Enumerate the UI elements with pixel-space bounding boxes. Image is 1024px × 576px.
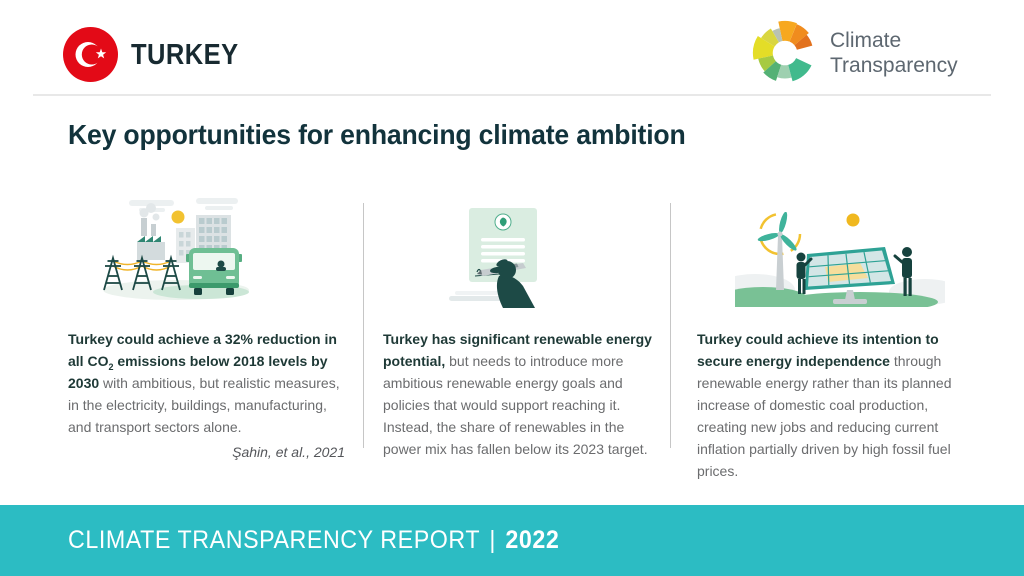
- column-text: Turkey could achieve a 32% reduction in …: [68, 328, 345, 463]
- column-renewable-potential: Turkey has significant renewable energy …: [383, 198, 660, 460]
- header-divider: [33, 94, 991, 96]
- leaf-icon: [499, 217, 507, 227]
- country-title: TURKEY: [131, 39, 239, 71]
- body-text: with ambitious, but realistic measures, …: [68, 375, 340, 435]
- brand-name-line2: Transparency: [830, 54, 958, 77]
- clouds: [129, 198, 238, 212]
- lead-text: Turkey could achieve a 32% reduction in …: [68, 331, 337, 369]
- illustration-zone: [68, 198, 345, 320]
- worker-right: [893, 247, 912, 296]
- column-text: Turkey could achieve its intention to se…: [697, 328, 975, 482]
- illustration-zone: [383, 198, 660, 320]
- document-lines: [481, 238, 525, 263]
- body-text: through renewable energy rather than its…: [697, 353, 952, 479]
- footer-bar: CLIMATE TRANSPARENCY REPORT | 2022: [0, 505, 1024, 576]
- transmission-towers: [103, 254, 181, 291]
- footer-report-title: CLIMATE TRANSPARENCY REPORT: [68, 526, 481, 554]
- green-bus: [186, 248, 242, 295]
- climate-policy-signing-illustration: [449, 208, 537, 308]
- brand-name: Climate Transparency: [830, 28, 958, 78]
- wind-turbine: [757, 212, 802, 290]
- climate-transparency-logo: Climate Transparency: [752, 20, 958, 86]
- lead-text: emissions below 2018 levels by 2030: [68, 353, 328, 391]
- sun-icon: [846, 213, 860, 227]
- solar-panel: [805, 247, 895, 304]
- body-text: but needs to introduce more ambitious re…: [383, 353, 648, 457]
- illustration-zone: [697, 198, 975, 320]
- lead-text: Turkey could achieve its intention to se…: [697, 331, 939, 369]
- page-title: Key opportunities for enhancing climate …: [68, 119, 686, 150]
- column-energy-independence: Turkey could achieve its intention to se…: [697, 198, 975, 482]
- brand-name-line1: Climate: [830, 29, 902, 52]
- sun-icon: [171, 210, 185, 224]
- footer-year: 2022: [505, 526, 560, 554]
- power-industry-transport-illustration: [103, 198, 249, 300]
- climate-transparency-logo-icon: [752, 20, 813, 82]
- factory: [137, 203, 165, 260]
- footer-separator: |: [489, 526, 497, 554]
- worker-left: [796, 252, 813, 294]
- wind-solar-energy-illustration: [735, 212, 945, 307]
- citation: Şahin, et al., 2021: [232, 444, 345, 460]
- column-divider: [363, 203, 364, 448]
- column-emissions-reduction: Turkey could achieve a 32% reduction in …: [68, 198, 345, 463]
- footer-text: CLIMATE TRANSPARENCY REPORT | 2022: [68, 505, 559, 576]
- co2-subscript: 2: [108, 361, 114, 372]
- column-divider: [670, 203, 671, 448]
- signing-hand: [490, 259, 535, 308]
- lead-text: Turkey has significant renewable energy …: [383, 331, 652, 369]
- column-text: Turkey has significant renewable energy …: [383, 328, 660, 460]
- turkey-flag-icon: [63, 27, 118, 82]
